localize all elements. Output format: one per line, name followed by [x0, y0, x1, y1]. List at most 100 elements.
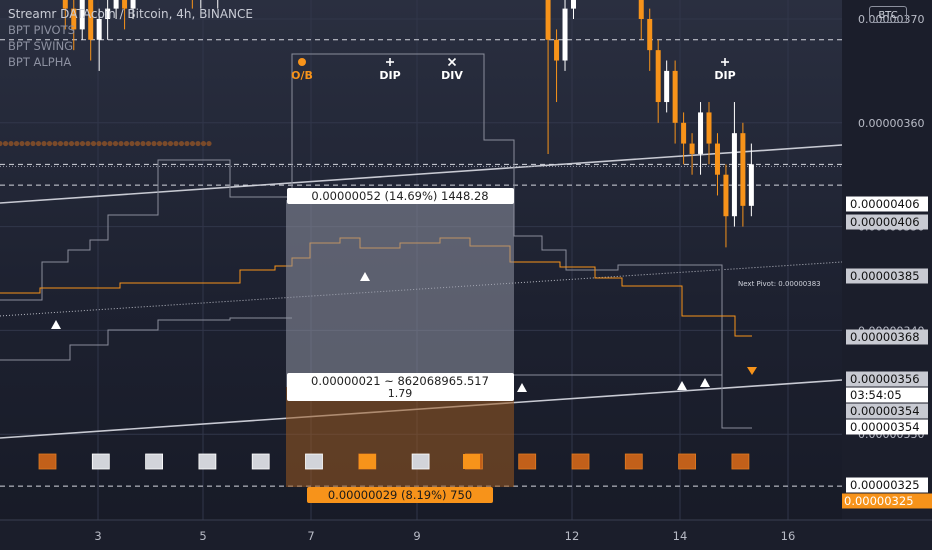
- candle-body: [672, 70, 678, 123]
- candle-body: [105, 8, 111, 19]
- price-label-bg: [846, 403, 928, 419]
- trendline-upper: [0, 144, 843, 204]
- band-brown: [13, 140, 20, 147]
- band-brown: [145, 140, 152, 147]
- band-brown: [57, 140, 64, 147]
- currency-button[interactable]: BTC: [869, 6, 907, 23]
- price-label: 0.00000385: [850, 269, 920, 283]
- band-brown: [206, 140, 212, 147]
- price-label-bg: [846, 419, 928, 435]
- band-brown: [96, 140, 102, 147]
- candle-body: [647, 19, 653, 51]
- band-brown: [85, 140, 91, 147]
- price-label: 0.00000325: [844, 494, 914, 508]
- band-brown: [123, 140, 130, 147]
- band-brown: [162, 140, 168, 147]
- signal-square: [411, 453, 430, 470]
- band-brown: [178, 140, 185, 147]
- price-label: 0.00000354: [850, 404, 920, 418]
- price-label: 03:54:05: [850, 388, 902, 402]
- signal-square-bright: [463, 454, 480, 469]
- band-brown: [46, 140, 53, 147]
- signal-square: [38, 453, 57, 470]
- candle-body: [122, 0, 128, 9]
- signal-markers: O/B DIP DIV DIP: [38, 57, 757, 470]
- indicator-bpt-alpha[interactable]: BPT ALPHA: [8, 55, 72, 69]
- signal-label: DIP: [714, 69, 735, 82]
- signal-square: [518, 453, 537, 470]
- pivot-up-triangle: [360, 272, 370, 281]
- x-tick-label: 3: [94, 529, 101, 543]
- measure-middle-line2: 1.79: [388, 387, 413, 400]
- band-brown: [195, 140, 201, 147]
- band-brown: [151, 140, 157, 147]
- band-brown: [24, 140, 31, 147]
- price-label-bg: [846, 268, 928, 284]
- band-brown: [118, 140, 124, 147]
- candle-body: [554, 39, 560, 61]
- indicator-bpt-pivots[interactable]: BPT PIVOTS: [8, 23, 75, 37]
- price-label: 0.00000354: [850, 420, 920, 434]
- price-label-bg: [846, 214, 928, 230]
- band-brown: [35, 140, 42, 147]
- measure-boxes: [286, 200, 514, 487]
- price-label: 0.00000406: [850, 215, 920, 229]
- measure-range-lower: [286, 387, 514, 487]
- time-axis: 3 5 7 9 12 14 16: [0, 519, 932, 550]
- candle-body: [130, 0, 136, 9]
- pivot-down-triangle: [747, 367, 757, 375]
- band-brown: [63, 140, 69, 147]
- candle-body: [96, 19, 102, 40]
- band-brown: [200, 140, 207, 147]
- pivot-up-triangle: [700, 378, 710, 387]
- price-label-bg: [846, 329, 928, 345]
- signal-label: DIP: [379, 69, 400, 82]
- signal-square: [305, 453, 323, 470]
- candle-body: [71, 8, 77, 30]
- swing-lower: [0, 317, 292, 361]
- x-tick-label: 12: [565, 529, 580, 543]
- candle-body: [113, 0, 119, 9]
- candle-body: [740, 133, 746, 206]
- signal-label: DIV: [441, 69, 463, 82]
- band-brown: [156, 140, 163, 147]
- x-tick-label: 7: [307, 529, 314, 543]
- measure-middle-line1: 0.00000021 ~ 862068965.517: [311, 374, 489, 388]
- chart-header: Streamr DATAcoin / Bitcoin, 4h, BINANCE …: [8, 6, 253, 70]
- price-axis-bg: [842, 0, 932, 520]
- candle-body: [706, 112, 712, 144]
- band-brown: [68, 140, 75, 147]
- band-brown: [0, 140, 3, 147]
- band-brown: [52, 140, 58, 147]
- candle-body: [62, 0, 68, 9]
- cross-icon: [447, 57, 457, 67]
- measure-labels: 0.00000052 (14.69%) 1448.28 0.00000021 ~…: [287, 188, 821, 503]
- measure-upper-label: 0.00000052 (14.69%) 1448.28: [311, 189, 488, 203]
- candle-body: [723, 174, 729, 217]
- symbol-title: Streamr DATAcoin / Bitcoin, 4h, BINANCE: [8, 7, 253, 21]
- indicator-bpt-swing[interactable]: BPT SWING: [8, 39, 74, 53]
- candle-body: [655, 50, 661, 103]
- candle-body: [731, 133, 737, 217]
- signal-square: [91, 453, 110, 470]
- band-brown: [189, 140, 196, 147]
- next-pivot-annotation: Next Pivot: 0.00000383: [738, 280, 821, 288]
- signal-square: [624, 453, 643, 470]
- price-label-bg: [846, 477, 928, 493]
- candle-body: [88, 0, 94, 40]
- time-axis-bg: [0, 520, 932, 550]
- y-tick-label: 0.00000360: [858, 117, 924, 130]
- price-label-bg: [846, 196, 928, 212]
- candle-body: [570, 0, 576, 9]
- band-brown: [140, 140, 146, 147]
- swing-lower-right: [514, 374, 752, 429]
- band-brown: [30, 140, 36, 147]
- signal-label: O/B: [291, 69, 313, 82]
- candle-body: [664, 70, 670, 103]
- candle-body: [79, 0, 85, 30]
- pivot-up-triangle: [51, 320, 61, 329]
- candles: [62, 0, 754, 248]
- band-brown: [2, 140, 9, 147]
- band-brown: [79, 140, 86, 147]
